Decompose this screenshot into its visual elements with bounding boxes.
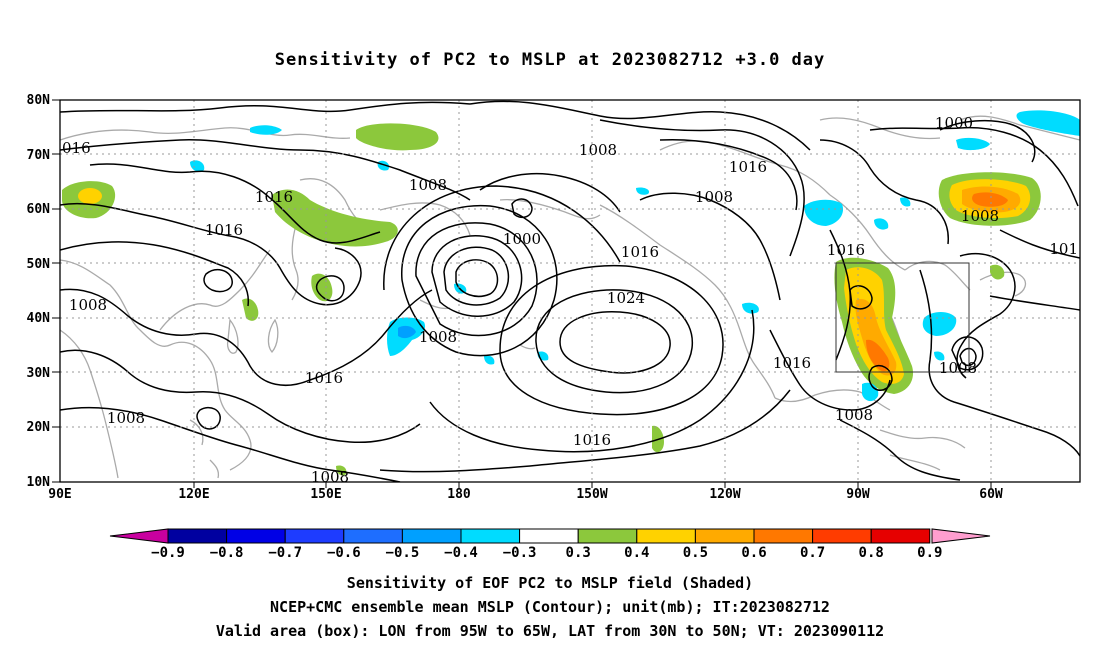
colorbar-swatch bbox=[519, 528, 579, 544]
lat-label: 50N bbox=[27, 257, 51, 272]
contour-label: 1008 bbox=[961, 207, 999, 225]
colorbar-swatch bbox=[870, 528, 931, 544]
lat-label: 20N bbox=[27, 420, 51, 435]
contour-label: 1000 bbox=[935, 114, 973, 132]
colorbar-swatch bbox=[460, 528, 521, 544]
caption-line-1: Sensitivity of EOF PC2 to MSLP field (Sh… bbox=[346, 574, 754, 592]
colorbar-swatch bbox=[577, 528, 638, 544]
contour-labels: 016 1016 1016 1008 1008 1008 1000 1008 1… bbox=[62, 114, 1078, 486]
colorbar-swatch bbox=[401, 528, 462, 544]
lon-label: 150E bbox=[310, 487, 341, 502]
colorbar-label: −0.9 bbox=[151, 545, 185, 561]
contour-label: 1008 bbox=[311, 468, 349, 486]
colorbar-swatch bbox=[343, 528, 403, 544]
contour-label: 1024 bbox=[607, 289, 645, 307]
colorbar-swatch bbox=[284, 528, 345, 544]
longitude-axis: 90E 120E 150E 180 150W 120W 90W 60W bbox=[48, 482, 1003, 502]
lat-label: 30N bbox=[27, 366, 51, 381]
colorbar-swatch bbox=[694, 528, 755, 544]
contour-label: 016 bbox=[62, 139, 91, 157]
lat-label: 40N bbox=[27, 311, 51, 326]
caption-line-2: NCEP+CMC ensemble mean MSLP (Contour); u… bbox=[270, 598, 830, 616]
colorbar-label: −0.4 bbox=[444, 545, 478, 561]
colorbar-swatch bbox=[812, 528, 872, 544]
contour-label: 1008 bbox=[409, 176, 447, 194]
colorbar-label: 0.5 bbox=[683, 545, 708, 561]
svg-text:1016: 1016 bbox=[773, 354, 811, 372]
contour-label-1016-extra: 1016 bbox=[773, 354, 811, 372]
contour-label: 1008 bbox=[695, 188, 733, 206]
colorbar-label: 0.7 bbox=[800, 545, 825, 561]
caption-line-3: Valid area (box): LON from 95W to 65W, L… bbox=[215, 622, 885, 640]
contour-label: 1008 bbox=[835, 406, 873, 424]
latitude-axis: 80N 70N 60N 50N 40N 30N 20N 10N bbox=[27, 93, 60, 490]
lat-label: 70N bbox=[27, 148, 51, 163]
plot-frame bbox=[59, 99, 1081, 483]
lat-label: 10N bbox=[27, 475, 51, 490]
lat-label: 60N bbox=[27, 202, 51, 217]
lat-label: 80N bbox=[27, 93, 51, 108]
colorbar-high-triangle bbox=[931, 528, 991, 544]
colorbar-swatch bbox=[753, 528, 814, 544]
contour-label: 1016 bbox=[729, 158, 767, 176]
contour-label: 1008 bbox=[107, 409, 145, 427]
grid-lines bbox=[60, 100, 1080, 482]
mslp-contours bbox=[60, 100, 1080, 482]
contour-label: 1016 bbox=[621, 243, 659, 261]
contour-label: 1008 bbox=[579, 141, 617, 159]
contour-label: 1008 bbox=[419, 328, 457, 346]
colorbar-label: 0.6 bbox=[741, 545, 766, 561]
contour-label: 1016 bbox=[205, 221, 243, 239]
colorbar-label: 0.9 bbox=[917, 545, 942, 561]
valid-area-box bbox=[835, 262, 970, 373]
contour-label: 1016 bbox=[573, 431, 611, 449]
contour-label: 1000 bbox=[503, 230, 541, 248]
contour-label: 1016 bbox=[255, 188, 293, 206]
contour-label: 1016 bbox=[305, 369, 343, 387]
colorbar-label: 0.8 bbox=[859, 545, 884, 561]
colorbar-label: −0.5 bbox=[386, 545, 420, 561]
lon-label: 60W bbox=[979, 487, 1003, 502]
colorbar-swatch bbox=[226, 528, 286, 544]
contour-label: 1008 bbox=[939, 359, 977, 377]
lon-label: 90E bbox=[48, 487, 71, 502]
colorbar-label: 0.3 bbox=[566, 545, 591, 561]
contour-label: 101 bbox=[1049, 240, 1078, 258]
lon-label: 150W bbox=[576, 487, 607, 502]
colorbar-label: 0.4 bbox=[624, 545, 649, 561]
sensitivity-shading bbox=[62, 110, 1080, 476]
colorbar-low-triangle bbox=[109, 528, 169, 544]
colorbar: −0.9 −0.8 −0.7 −0.6 −0.5 −0.4 −0.3 0.3 0.4 0.5 0.6… bbox=[109, 528, 991, 561]
lon-label: 120W bbox=[709, 487, 740, 502]
lon-label: 90W bbox=[846, 487, 870, 502]
lon-label: 120E bbox=[178, 487, 209, 502]
colorbar-swatch bbox=[636, 528, 696, 544]
contour-label: 1008 bbox=[69, 296, 107, 314]
lon-label: 180 bbox=[447, 487, 471, 502]
colorbar-label: −0.6 bbox=[327, 545, 361, 561]
colorbar-label: −0.3 bbox=[503, 545, 537, 561]
colorbar-label: −0.8 bbox=[210, 545, 244, 561]
map-title: Sensitivity of PC2 to MSLP at 2023082712… bbox=[274, 50, 826, 70]
colorbar-swatch bbox=[167, 528, 228, 544]
colorbar-label: −0.7 bbox=[268, 545, 302, 561]
contour-label: 1016 bbox=[827, 241, 865, 259]
